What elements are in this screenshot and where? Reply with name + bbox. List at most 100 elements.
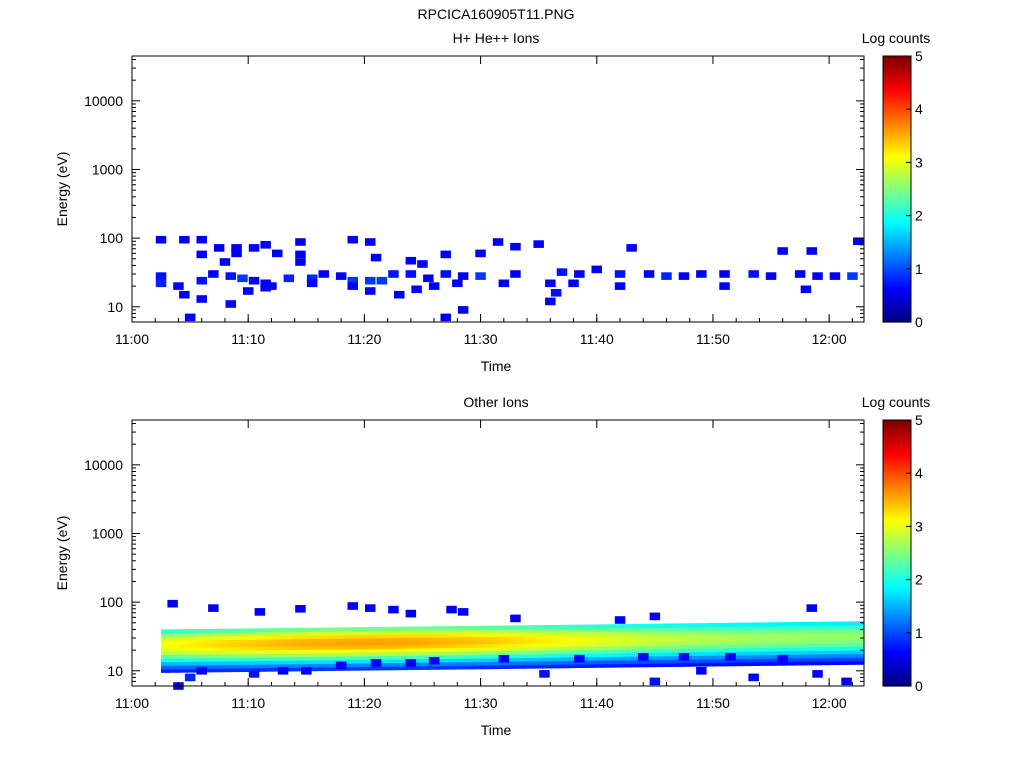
heatmap-cell (586, 645, 596, 651)
heatmap-cell (595, 663, 605, 668)
heatmap-cell (473, 629, 483, 634)
heatmap-cell (256, 631, 266, 637)
heatmap-cell (404, 665, 414, 671)
heatmap-cell (482, 632, 492, 637)
colorbar-swatch (883, 211, 911, 214)
heatmap-cell (595, 645, 605, 650)
colorbar-swatch (883, 286, 911, 290)
heatmap-cell (395, 662, 405, 667)
heatmap-cell (352, 648, 362, 653)
heatmap-cell (464, 633, 475, 638)
heatmap-cell (768, 661, 778, 666)
heatmap-cell (508, 628, 518, 634)
heatmap-cell (352, 662, 362, 668)
colorbar-swatch (883, 166, 911, 170)
heatmap-cell (446, 605, 457, 614)
colorbar-swatch (883, 262, 911, 265)
heatmap-cell (196, 276, 207, 285)
heatmap-cell (820, 621, 830, 626)
heatmap-cell (751, 640, 761, 645)
heatmap-cell (352, 641, 362, 646)
colorbar-swatch (883, 248, 911, 252)
colorbar-swatch (883, 584, 911, 587)
heatmap-cell (248, 670, 260, 678)
heatmap-cell (291, 660, 301, 665)
heatmap-cell (647, 641, 657, 646)
heatmap-cell (464, 647, 475, 652)
heatmap-cell (707, 655, 718, 660)
colorbar-swatch (883, 122, 911, 126)
heatmap-cell (213, 639, 223, 644)
heatmap-cell (169, 632, 179, 638)
heatmap-cell (551, 632, 561, 637)
heatmap-cell (768, 633, 778, 638)
heatmap-cell (247, 642, 258, 647)
heatmap-cell (838, 660, 848, 665)
heatmap-cell (768, 629, 778, 634)
colorbar-swatch (883, 180, 911, 183)
heatmap-cell (534, 650, 544, 655)
heatmap-cell (638, 623, 648, 629)
heatmap-cell (421, 658, 431, 663)
heatmap-cell (412, 637, 422, 642)
heatmap-cell (204, 668, 214, 673)
heatmap-cell (811, 650, 822, 655)
colorbar-swatch (883, 89, 911, 93)
heatmap-cell (733, 654, 744, 660)
heatmap-cell (473, 654, 483, 659)
heatmap-cell (785, 629, 796, 634)
heatmap-cell (239, 639, 249, 644)
heatmap-cell (456, 629, 466, 634)
heatmap-cell (499, 650, 509, 655)
heatmap-cell (777, 622, 787, 627)
heatmap-cell (768, 625, 778, 631)
heatmap-cell (295, 250, 306, 259)
heatmap-cell (626, 244, 637, 252)
heatmap-cell (612, 649, 622, 654)
heatmap-cell (187, 668, 197, 673)
heatmap-cell (187, 632, 197, 637)
colorbar-swatch (883, 484, 911, 488)
colorbar-swatch (883, 204, 911, 208)
heatmap-cell (365, 238, 376, 246)
heatmap-cell (621, 645, 631, 650)
colorbar-swatch (883, 253, 911, 257)
heatmap-cell (273, 631, 284, 636)
colorbar-swatch (883, 577, 911, 581)
heatmap-cell (299, 652, 310, 657)
heatmap-cell (664, 623, 674, 628)
heatmap-cell (308, 642, 318, 647)
heatmap-cell (360, 630, 370, 635)
heatmap-cell (395, 648, 405, 653)
heatmap-cell (360, 645, 370, 650)
heatmap-cell (768, 658, 778, 663)
colorbar-swatch (883, 164, 911, 168)
heatmap-cell (681, 626, 692, 632)
heatmap-cell (334, 634, 344, 639)
heatmap-cell (256, 639, 266, 644)
colorbar-swatch (883, 637, 911, 641)
heatmap-cell (306, 279, 318, 288)
heatmap-cell (829, 657, 839, 662)
heatmap-cell (516, 646, 527, 651)
heatmap-cell (577, 642, 587, 647)
heatmap-cell (239, 628, 249, 633)
heatmap-cell (603, 638, 613, 643)
heatmap-cell (812, 272, 823, 280)
heatmap-cell (438, 647, 449, 652)
colorbar-swatch (883, 621, 911, 625)
heatmap-cell (803, 650, 813, 655)
heatmap-cell (369, 652, 379, 657)
heatmap-cell (221, 643, 232, 648)
heatmap-cell (612, 642, 622, 647)
heatmap-cell (196, 295, 207, 303)
heatmap-cell (178, 643, 188, 648)
heatmap-cell (846, 646, 856, 651)
heatmap-cell (412, 630, 422, 635)
colorbar-swatch (883, 617, 911, 621)
heatmap-cell (318, 270, 329, 278)
heatmap-cell (516, 628, 527, 633)
heatmap-cell (347, 276, 358, 285)
heatmap-cell (508, 625, 518, 630)
heatmap-cell (169, 657, 179, 663)
